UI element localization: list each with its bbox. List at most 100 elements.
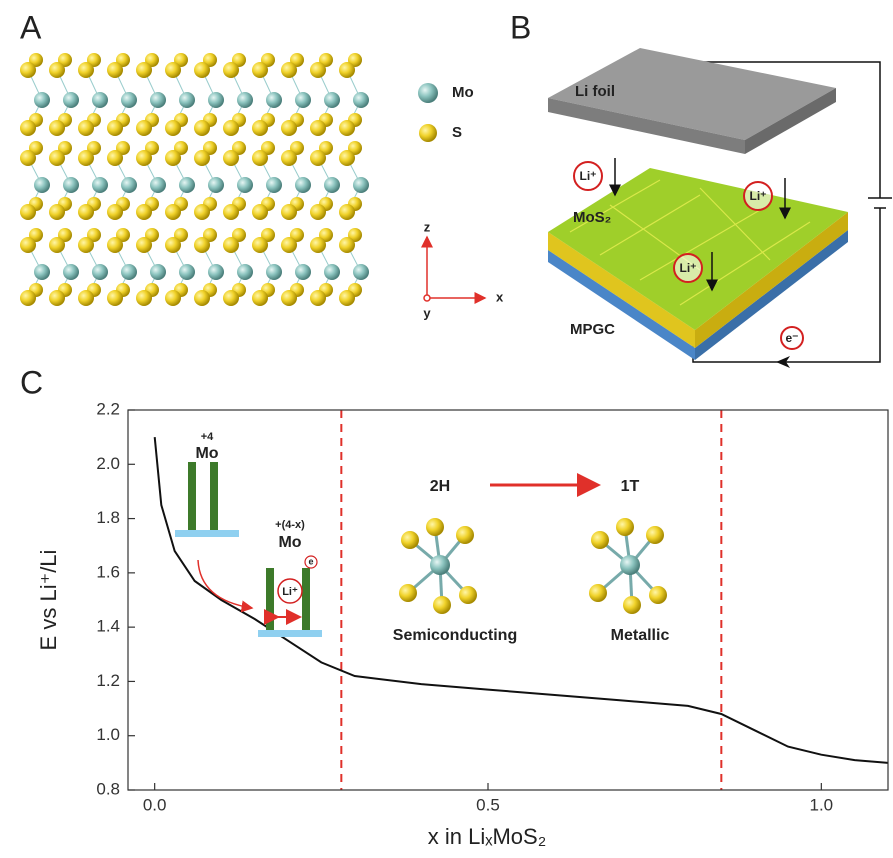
sulfur-atom bbox=[20, 120, 36, 136]
sulfur-atom bbox=[107, 290, 123, 306]
sulfur-atom bbox=[281, 62, 297, 78]
sulfur-atom bbox=[78, 204, 94, 220]
sulfur-atom bbox=[252, 150, 268, 166]
y-tick-label: 2.0 bbox=[96, 454, 120, 473]
annotation: Li⁺ bbox=[282, 586, 298, 598]
x-tick-label: 1.0 bbox=[810, 795, 834, 814]
x-tick-label: 0.5 bbox=[476, 795, 500, 814]
sulfur-atom bbox=[165, 62, 181, 78]
annotation: Metallic bbox=[611, 627, 670, 644]
sulfur-atom bbox=[78, 150, 94, 166]
sulfur-atom bbox=[165, 150, 181, 166]
sulfur-atom bbox=[339, 237, 355, 253]
sulfur-atom bbox=[49, 120, 65, 136]
sulfur-atom bbox=[310, 150, 326, 166]
sulfur-atom bbox=[339, 150, 355, 166]
li-foil-label: Li foil bbox=[575, 83, 615, 100]
panel-label: A bbox=[20, 9, 42, 45]
sulfur-atom bbox=[223, 120, 239, 136]
li-ion: Li⁺ bbox=[750, 189, 767, 203]
mo-atom bbox=[92, 177, 108, 193]
sulfur-atom bbox=[49, 150, 65, 166]
crystal-structure bbox=[20, 53, 369, 306]
sulfur-atom bbox=[49, 204, 65, 220]
sulfur-atom bbox=[49, 237, 65, 253]
axis-name: x bbox=[496, 289, 504, 304]
axes-icon bbox=[424, 237, 485, 301]
mo-atom bbox=[121, 177, 137, 193]
sulfur-atom bbox=[107, 150, 123, 166]
li-ion: Li⁺ bbox=[680, 261, 697, 275]
mo-atom bbox=[237, 92, 253, 108]
sulfur-atom bbox=[223, 204, 239, 220]
sulfur-atom bbox=[339, 204, 355, 220]
sulfur-atom bbox=[107, 120, 123, 136]
mo-atom bbox=[295, 177, 311, 193]
sulfur-atom bbox=[20, 204, 36, 220]
mo-atom bbox=[353, 177, 369, 193]
mo-atom bbox=[121, 92, 137, 108]
mo-atom bbox=[295, 92, 311, 108]
sulfur-atom bbox=[78, 290, 94, 306]
mo-atom bbox=[324, 177, 340, 193]
sulfur-atom bbox=[194, 204, 210, 220]
y-tick-label: 1.4 bbox=[96, 617, 120, 636]
mo-atom bbox=[150, 264, 166, 280]
sulfur-atom bbox=[281, 204, 297, 220]
y-tick-label: 1.0 bbox=[96, 725, 120, 744]
annotation: 1T bbox=[621, 478, 640, 495]
mo-atom bbox=[34, 177, 50, 193]
sulfur-atom bbox=[136, 204, 152, 220]
sulfur-atom bbox=[252, 62, 268, 78]
y-tick-label: 0.8 bbox=[96, 779, 120, 798]
sulfur-atom bbox=[310, 120, 326, 136]
sulfur-atom bbox=[223, 150, 239, 166]
mo-atom bbox=[353, 92, 369, 108]
mo-atom bbox=[34, 264, 50, 280]
annotation: +4 bbox=[201, 431, 214, 443]
mo-atom bbox=[63, 264, 79, 280]
y-axis-title: E vs Li⁺/Li bbox=[36, 550, 61, 651]
sulfur-atom bbox=[20, 237, 36, 253]
sulfur-atom bbox=[252, 120, 268, 136]
legend-label: S bbox=[452, 124, 462, 141]
axis-name: z bbox=[424, 219, 431, 234]
sulfur-atom bbox=[310, 204, 326, 220]
sulfur-atom bbox=[310, 237, 326, 253]
sulfur-atom bbox=[252, 204, 268, 220]
sulfur-atom bbox=[589, 584, 607, 602]
sulfur-atom bbox=[339, 290, 355, 306]
legend-mo bbox=[418, 83, 438, 103]
sulfur-atom bbox=[20, 290, 36, 306]
mo-atom bbox=[150, 177, 166, 193]
annotation: Mo bbox=[278, 534, 301, 551]
sulfur-atom bbox=[107, 237, 123, 253]
sulfur-atom bbox=[49, 62, 65, 78]
mo-atom bbox=[150, 92, 166, 108]
sulfur-atom bbox=[252, 290, 268, 306]
sulfur-atom bbox=[78, 120, 94, 136]
mos2-label: MoS₂ bbox=[573, 209, 611, 226]
sulfur-atom bbox=[426, 518, 444, 536]
sulfur-atom bbox=[281, 150, 297, 166]
sulfur-atom bbox=[339, 62, 355, 78]
sulfur-atom bbox=[20, 150, 36, 166]
sulfur-atom bbox=[136, 150, 152, 166]
sulfur-atom bbox=[78, 62, 94, 78]
x-axis-title: x in LiₓMoS₂ bbox=[428, 824, 546, 849]
mo-atom bbox=[620, 555, 640, 575]
mo-atom bbox=[208, 92, 224, 108]
mpgc-label: MPGC bbox=[570, 321, 615, 338]
sulfur-atom bbox=[20, 62, 36, 78]
sulfur-atom bbox=[165, 237, 181, 253]
annotation: e bbox=[308, 556, 313, 566]
y-tick-label: 1.2 bbox=[96, 671, 120, 690]
panel-label: C bbox=[20, 364, 43, 400]
sulfur-atom bbox=[165, 120, 181, 136]
sulfur-atom bbox=[646, 526, 664, 544]
sulfur-atom bbox=[649, 586, 667, 604]
sulfur-atom bbox=[49, 290, 65, 306]
mo-atom bbox=[353, 264, 369, 280]
sulfur-atom bbox=[591, 531, 609, 549]
sulfur-atom bbox=[310, 62, 326, 78]
